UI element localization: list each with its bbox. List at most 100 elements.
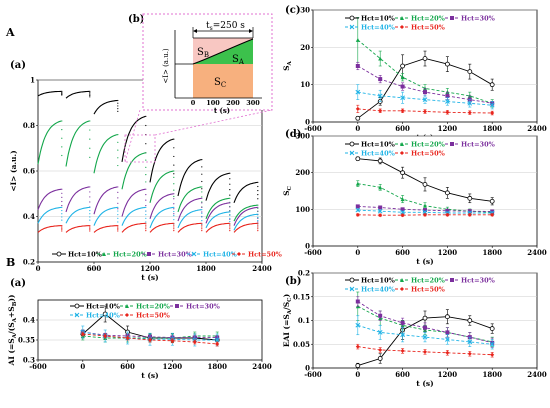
data-point	[229, 218, 231, 220]
data-point	[467, 318, 473, 323]
data-point	[467, 100, 473, 106]
data-point	[61, 90, 63, 92]
legend-label: Hct=10%	[68, 251, 103, 259]
series-segment	[121, 188, 146, 217]
data-point	[173, 189, 175, 191]
data-point	[201, 202, 203, 204]
x-tick-label: 600	[87, 264, 102, 273]
legend-label: Hct=20%	[411, 15, 446, 23]
data-point	[61, 120, 63, 122]
x-tick-label: 2400	[252, 362, 272, 371]
data-point	[61, 93, 63, 95]
data-point	[400, 209, 405, 215]
data-point	[117, 208, 119, 210]
inset-sc-sub: C	[221, 81, 226, 89]
data-point	[378, 185, 383, 190]
data-point	[117, 217, 119, 219]
data-point	[117, 99, 119, 102]
y-axis-label: AI (=SA/(SA+SB))	[7, 295, 18, 367]
y-axis-label: SA	[282, 60, 293, 70]
y-axis-label-main: S	[282, 65, 291, 70]
data-point	[467, 110, 472, 115]
inset-xtick-3: 300	[246, 99, 260, 107]
data-point	[355, 181, 360, 186]
y-tick-label: 20	[300, 43, 310, 52]
data-point	[61, 227, 63, 229]
data-point	[257, 219, 259, 222]
inset-arrow-left	[193, 29, 197, 33]
data-point	[145, 221, 147, 223]
data-point	[400, 197, 405, 202]
legend-label: Hct=20%	[136, 303, 171, 311]
data-point	[145, 174, 147, 176]
data-point	[89, 92, 91, 94]
data-point	[257, 189, 259, 192]
data-point	[80, 332, 85, 336]
data-point	[145, 143, 147, 145]
series-segment	[37, 188, 62, 210]
data-point	[400, 151, 404, 155]
series-segment	[149, 222, 174, 233]
data-point	[201, 216, 203, 218]
y-tick-label: 100	[295, 205, 310, 214]
data-point	[400, 25, 404, 29]
data-point	[61, 146, 63, 148]
data-point	[201, 180, 203, 183]
series-segment	[177, 209, 202, 229]
x-tick-label: 600	[395, 124, 410, 133]
series-segment	[233, 181, 258, 204]
y-axis-label-part: +S	[7, 306, 16, 318]
y-tick-label: 300	[295, 132, 310, 141]
y-axis-label-main: S	[282, 190, 291, 195]
series-segment	[149, 170, 174, 203]
data-point	[467, 69, 473, 74]
y-tick-label: 0.05	[293, 340, 310, 349]
data-point	[173, 138, 175, 140]
data-point	[229, 217, 231, 219]
data-point	[61, 196, 63, 198]
data-point	[117, 186, 119, 188]
data-point	[355, 207, 361, 213]
data-point	[355, 37, 360, 42]
data-point	[117, 105, 119, 107]
series-segment	[205, 222, 230, 233]
y-tick-label: 10	[300, 80, 310, 89]
data-point	[145, 115, 147, 117]
data-point	[201, 211, 203, 213]
data-point	[145, 204, 147, 207]
data-point	[173, 198, 175, 200]
data-point	[117, 108, 119, 110]
series-segment	[177, 222, 202, 233]
data-point	[377, 208, 383, 214]
data-point	[125, 336, 130, 340]
series-segment	[121, 222, 146, 233]
data-point	[400, 332, 405, 338]
y-axis-label: SC	[282, 185, 293, 195]
data-point	[355, 89, 361, 95]
x-tick-label: 0	[36, 264, 41, 273]
data-point	[229, 189, 231, 191]
data-point	[355, 106, 360, 111]
data-point	[201, 226, 203, 228]
data-point	[355, 204, 360, 209]
data-point	[117, 206, 119, 208]
data-point	[145, 166, 147, 168]
label-b-bottom: (b)	[285, 276, 301, 287]
inset-annotation-t: t	[206, 21, 210, 31]
x-tick-label: -600	[304, 370, 322, 379]
data-point	[89, 229, 91, 231]
y-axis-label-part: B	[12, 301, 18, 306]
label-b-inset: (b)	[128, 14, 144, 25]
chart-ai: 0.3 0.35 0.4 -600 0 600 1200 1800 2400 t (s) AI (=…	[7, 295, 272, 380]
data-point	[400, 84, 405, 89]
data-point	[89, 201, 91, 203]
data-point	[444, 61, 450, 67]
x-axis-label: t (s)	[416, 379, 433, 388]
data-point	[229, 214, 231, 216]
data-point	[229, 206, 231, 208]
data-point	[148, 338, 152, 342]
data-point	[422, 97, 428, 102]
y-axis-label-part: A	[12, 333, 18, 339]
data-point	[89, 216, 91, 218]
data-point	[173, 228, 175, 230]
